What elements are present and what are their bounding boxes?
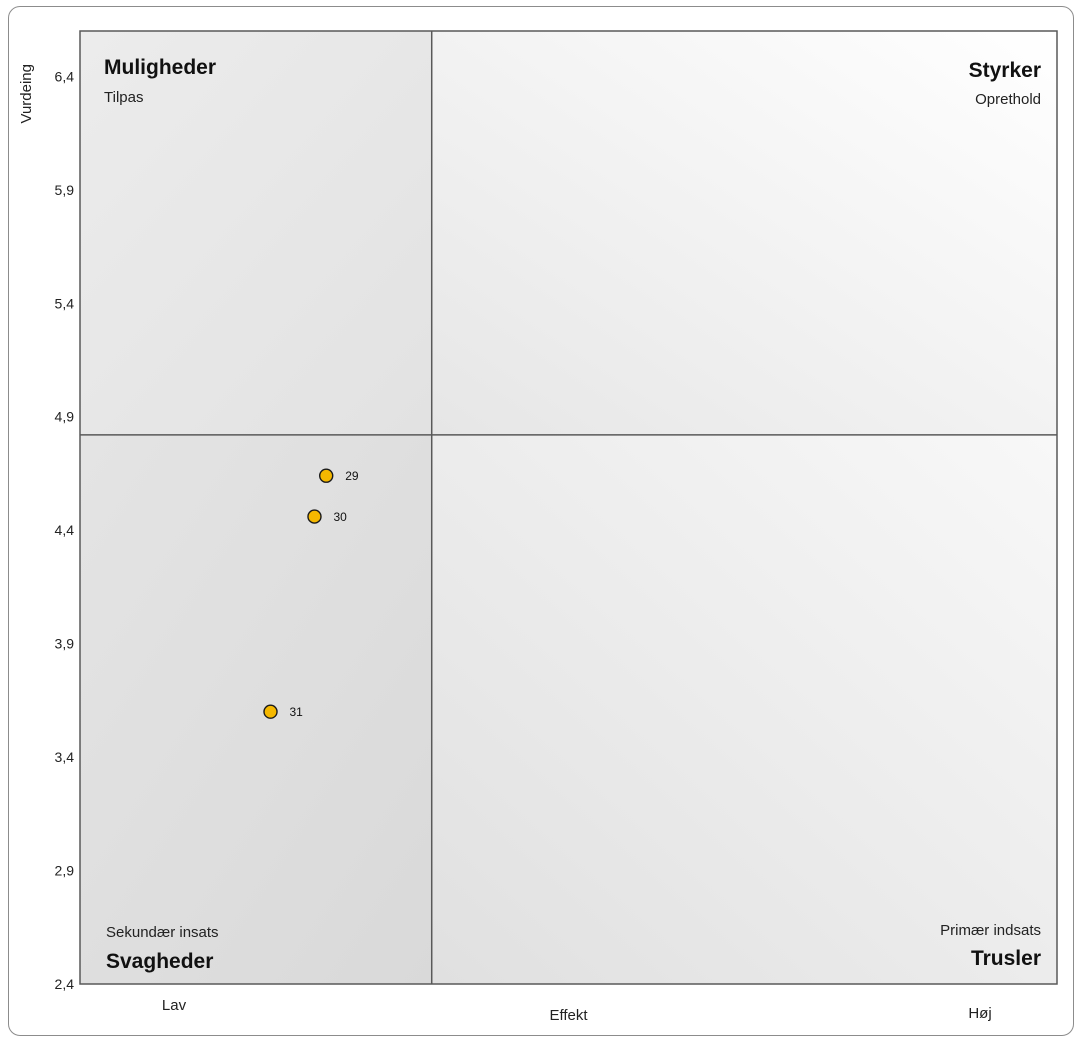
y-tick-label: 6,4 (55, 68, 75, 84)
y-tick-label: 2,9 (55, 863, 75, 879)
x-axis-title: Effekt (549, 1007, 588, 1024)
data-point-label-31: 31 (290, 705, 304, 719)
data-points: 29 30 31 (263, 468, 359, 719)
quadrant-top-right (431, 31, 1058, 435)
y-tick-label: 4,4 (55, 522, 75, 538)
quadrant-subtitle-primaer-indsats: Primær indsats (940, 922, 1041, 939)
quadrant-subtitle-sekundaer-insats: Sekundær insats (106, 924, 219, 941)
y-tick-label: 2,4 (55, 976, 75, 992)
y-axis-ticks: 6,4 5,9 5,4 4,9 4,4 3,9 3,4 2,9 2,4 (55, 68, 75, 992)
quadrant-bottom-right (431, 434, 1058, 984)
x-tick-label-low: Lav (162, 997, 187, 1014)
y-axis-title: Vurdeing (18, 64, 35, 124)
data-point-label-29: 29 (345, 469, 359, 483)
quadrant-labels: Muligheder Tilpas Styrker Oprethold Seku… (104, 56, 1041, 973)
quadrant-title-trusler: Trusler (971, 947, 1041, 970)
data-point-31 (263, 704, 278, 719)
plot-border (79, 30, 1058, 985)
data-point-29 (319, 468, 334, 483)
data-point-30 (307, 509, 322, 524)
plot-area (79, 30, 1058, 985)
y-tick-label: 5,9 (55, 182, 75, 198)
quadrant-title-svagheder: Svagheder (106, 950, 213, 973)
quadrant-bottom-left (80, 434, 432, 984)
quadrant-subtitle-tilpas: Tilpas (104, 89, 143, 106)
quadrant-title-styrker: Styrker (969, 59, 1041, 82)
x-tick-label-high: Høj (968, 1005, 991, 1022)
quadrant-top-left (80, 31, 432, 435)
y-tick-label: 3,4 (55, 749, 75, 765)
quadrant-subtitle-oprethold: Oprethold (975, 91, 1041, 108)
y-tick-label: 4,9 (55, 409, 75, 425)
y-tick-label: 5,4 (55, 295, 75, 311)
y-tick-label: 3,9 (55, 636, 75, 652)
quadrant-title-muligheder: Muligheder (104, 56, 216, 79)
data-point-label-30: 30 (333, 510, 347, 524)
